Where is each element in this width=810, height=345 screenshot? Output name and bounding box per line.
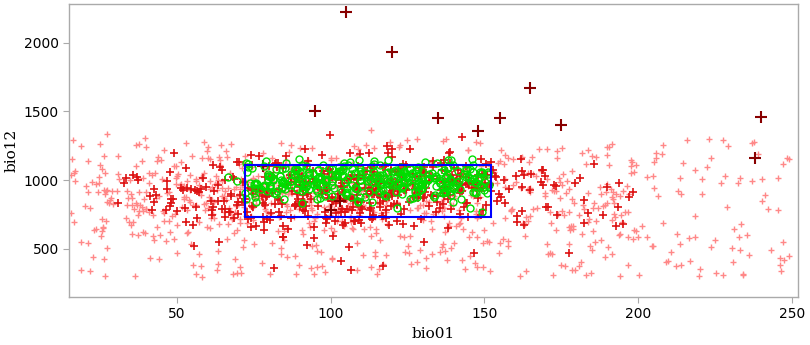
Y-axis label: bio12: bio12	[4, 129, 18, 172]
Bar	[245, 165, 491, 217]
X-axis label: bio01: bio01	[412, 327, 455, 341]
